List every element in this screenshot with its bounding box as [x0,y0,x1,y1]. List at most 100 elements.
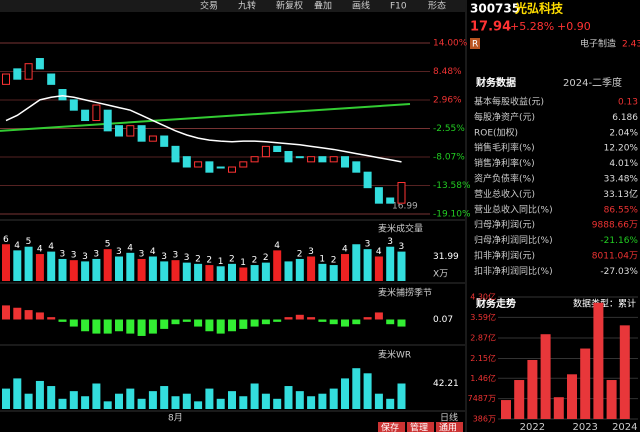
bar [386,398,395,409]
bar [307,396,316,409]
bar [103,401,112,409]
bar [13,307,22,320]
bar [239,319,248,329]
toolbar-item[interactable]: 新复权 [276,0,303,12]
count-label: 2 [252,256,258,266]
row-value: 8011.04万 [592,252,638,262]
count-label: 3 [93,249,99,259]
bar [374,256,383,281]
trend-title: 财务走势 [475,297,516,310]
bar [329,388,338,409]
candle [216,166,225,169]
bar [284,386,293,409]
bar [115,393,123,409]
row-value: 2.04% [609,128,638,138]
count-label: 4 [48,242,54,252]
candle [239,161,248,168]
period: 日线 [440,412,458,424]
bar [250,265,259,281]
count-label: 2 [195,254,201,264]
count-label: 3 [139,249,145,259]
bar [514,380,525,419]
toolbar-item[interactable]: F10 [390,2,407,12]
bar [273,398,282,409]
candle [103,109,112,132]
button[interactable]: 保存 [381,422,399,432]
candle [374,187,383,204]
row-value: 12.20% [604,144,639,154]
bar [24,310,33,320]
row-value: 0.13 [618,98,638,108]
bar [148,391,157,409]
button-bg [378,422,405,432]
bar [228,263,236,281]
bar [352,368,361,409]
panel-value: 42.21 [433,379,459,389]
row-label: 营业总收入(元) [474,188,535,200]
button[interactable]: 管理 [410,422,428,432]
bar [397,319,406,327]
toolbar-item[interactable]: 九转 [238,0,256,12]
candle [228,166,236,173]
panel-value: 0.07 [433,315,453,325]
bar [341,254,349,281]
bar [160,319,169,329]
toolbar-item[interactable]: 画线 [352,0,370,12]
bar [295,258,304,281]
bar [137,258,146,281]
bar [593,302,604,419]
bar [69,260,78,281]
bar [2,244,10,281]
bar [81,319,90,332]
bar [137,398,146,409]
candle [81,109,90,122]
bar [47,317,56,320]
change: +0.90 [557,20,591,33]
y-tick-label: 2.15亿 [470,353,496,363]
row-value: 33.48% [604,175,639,185]
candle [363,171,372,189]
bar [35,254,44,281]
row-label: ROE(加权) [474,126,518,138]
y-tick-label: 7487万 [468,394,496,403]
count-label: 1 [240,258,246,268]
toolbar-item[interactable]: 叠加 [314,1,332,12]
count-label: 5 [105,240,111,250]
bar [250,383,259,409]
candle [69,99,78,111]
count-label: 3 [71,251,77,261]
bar [261,393,270,409]
candle [137,125,146,142]
count-label: 2 [263,253,269,263]
bar [363,317,372,320]
row-value: -21.16% [600,236,638,246]
candle [318,156,327,163]
button[interactable]: 通用 [439,423,457,432]
count-label: 4 [127,243,133,253]
bar [527,359,538,419]
panel-value: 31.99 [433,252,459,262]
bar [284,317,293,320]
bar [606,380,617,419]
candle [352,161,361,173]
row-label: 归母净利润(元) [474,219,535,231]
bar [194,263,203,281]
toolbar-item[interactable]: 交易 [200,0,218,12]
bar [148,256,157,281]
candle [273,145,282,153]
count-label: 5 [26,237,32,247]
bar [397,251,406,281]
bar [160,386,169,409]
candle [295,156,304,159]
x-tick-label: 2023 [572,422,597,432]
x-tick-label: 2022 [520,422,545,432]
bar [374,393,383,409]
toolbar-item[interactable]: 形态 [428,0,446,12]
bar [24,393,33,409]
bar [318,319,327,322]
panel-title: 麦米成交量 [378,223,423,235]
row-label: 扣非净利润同比(%) [474,265,553,277]
candle [194,161,203,168]
count-label: 2 [206,256,212,266]
candle [341,156,349,168]
